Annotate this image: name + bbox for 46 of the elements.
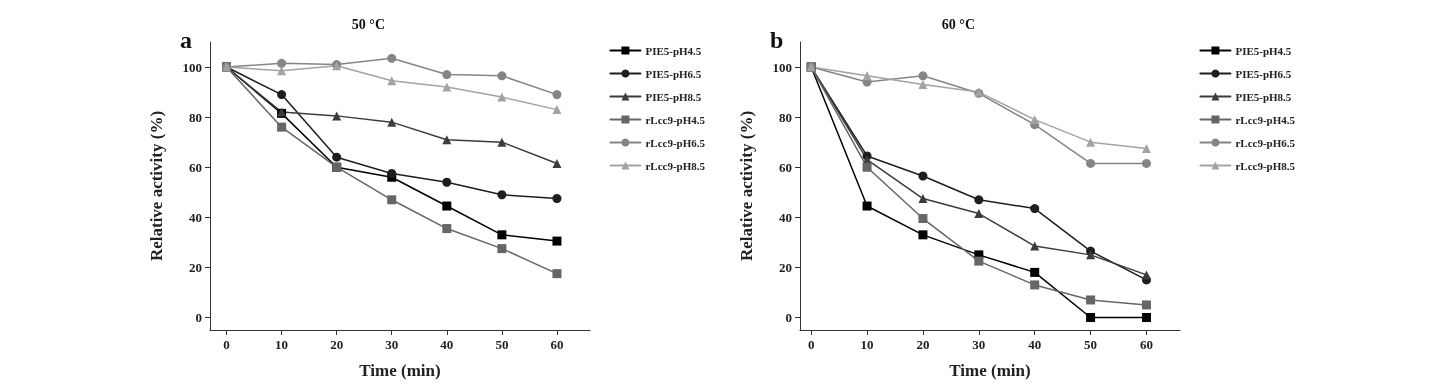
x-tick-label: 30 — [385, 337, 399, 352]
legend-label: PIE5-pH4.5 — [645, 44, 702, 57]
y-tick-label: 40 — [189, 209, 202, 225]
y-tick-label: 80 — [779, 109, 792, 125]
y-tick-label: 80 — [189, 109, 202, 125]
legend-label: PIE5-pH4.5 — [1235, 44, 1292, 57]
legend-label: rLcc9-pH8.5 — [1235, 159, 1296, 172]
y-tick-label: 100 — [772, 59, 792, 75]
y-tick-label: 40 — [779, 209, 792, 225]
y-tick-label: 0 — [195, 309, 202, 325]
y-tick-label: 20 — [189, 259, 202, 275]
y-axis-title: Relative activity (%) — [737, 110, 756, 262]
x-tick-label: 40 — [1028, 337, 1042, 352]
text: a — [180, 27, 192, 53]
legend-label: rLcc9-pH6.5 — [1235, 136, 1296, 149]
y-tick-label: 60 — [779, 159, 792, 175]
x-tick-label: 50 — [495, 337, 509, 352]
chart-title: 50 °C — [351, 16, 386, 32]
legend-label: rLcc9-pH8.5 — [645, 159, 706, 172]
x-tick-label: 0 — [223, 337, 230, 352]
chart-title: 60 °C — [941, 16, 976, 32]
legend-label: rLcc9-pH4.5 — [645, 113, 706, 126]
x-tick-label: 40 — [440, 337, 454, 352]
legend-label: PIE5-pH6.5 — [1235, 67, 1292, 80]
legend-label: rLcc9-pH6.5 — [645, 136, 706, 149]
x-axis-title: Time (min) — [949, 361, 1031, 380]
x-tick-label: 10 — [275, 337, 289, 352]
y-tick-label: 100 — [182, 59, 202, 75]
x-tick-label: 60 — [550, 337, 564, 352]
text: b — [770, 27, 784, 53]
x-tick-label: 30 — [972, 337, 986, 352]
x-tick-label: 50 — [1084, 337, 1098, 352]
legend-label: PIE5-pH8.5 — [645, 90, 702, 103]
x-tick-label: 10 — [860, 337, 874, 352]
x-axis-title: Time (min) — [359, 361, 441, 380]
y-tick-label: 20 — [779, 259, 792, 275]
legend-label: PIE5-pH8.5 — [1235, 90, 1292, 103]
x-tick-label: 0 — [807, 337, 815, 352]
y-axis-title: Relative activity (%) — [147, 110, 166, 262]
legend-label: PIE5-pH6.5 — [645, 67, 702, 80]
x-tick-label: 20 — [916, 337, 930, 352]
legend-label: rLcc9-pH4.5 — [1235, 113, 1296, 126]
x-tick-label: 60 — [1139, 337, 1153, 352]
y-tick-label: 60 — [189, 159, 202, 175]
x-tick-label: 20 — [330, 337, 344, 352]
y-tick-label: 0 — [785, 309, 792, 325]
